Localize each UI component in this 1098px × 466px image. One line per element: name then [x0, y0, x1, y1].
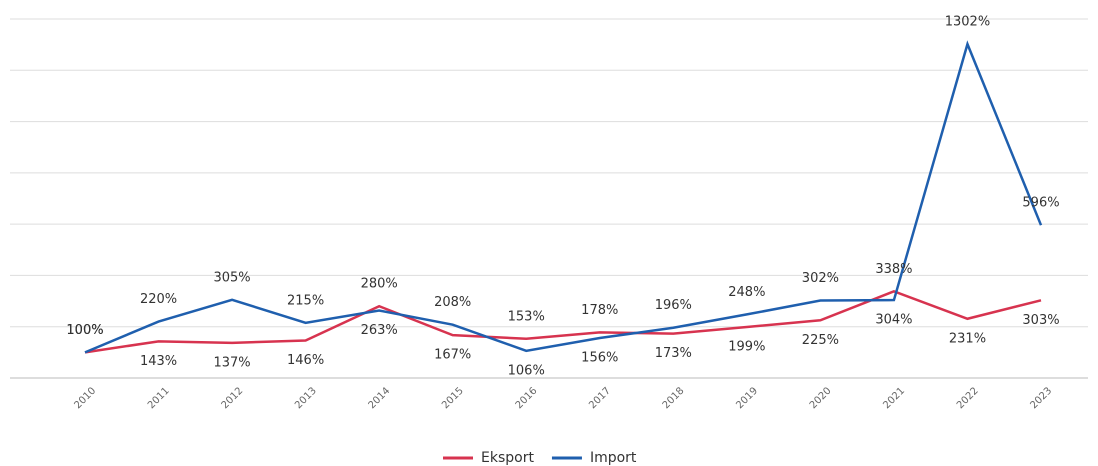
x-tick-label: 2016	[514, 385, 540, 411]
data-label: 199%	[728, 339, 765, 354]
x-tick-label: 2015	[440, 385, 466, 411]
x-tick-label: 2012	[220, 385, 246, 411]
data-label: 1302%	[945, 15, 990, 30]
data-label: 225%	[802, 333, 839, 348]
data-label: 338%	[875, 262, 912, 277]
data-label: 153%	[508, 309, 545, 324]
data-label: 167%	[434, 348, 471, 363]
line	[84, 289, 1042, 354]
x-tick-label: 2014	[367, 385, 393, 411]
data-label: 263%	[361, 323, 398, 338]
data-label: 596%	[1022, 196, 1059, 211]
x-tick-label: 2018	[661, 385, 687, 411]
data-label: 208%	[434, 295, 471, 310]
data-label: 178%	[581, 303, 618, 318]
x-tick-label: 2011	[146, 385, 172, 411]
line	[84, 40, 1043, 354]
x-tick-label: 2019	[734, 385, 760, 411]
data-label: 305%	[213, 270, 250, 285]
x-tick-label: 2013	[293, 385, 319, 411]
data-label: 215%	[287, 293, 324, 308]
legend-label: Import	[590, 450, 637, 466]
data-label: 231%	[949, 331, 986, 346]
data-label: 248%	[728, 285, 765, 300]
x-tick-label: 2020	[808, 385, 834, 411]
x-tick-label: 2017	[587, 385, 613, 411]
data-label: 173%	[655, 346, 692, 361]
data-label: 196%	[655, 298, 692, 313]
data-label: 106%	[508, 363, 545, 378]
x-tick-label: 2010	[72, 385, 98, 411]
x-tick-label: 2022	[955, 385, 981, 411]
x-tick-label: 2023	[1028, 385, 1054, 411]
data-label: 137%	[213, 355, 250, 370]
legend-label: Eksport	[481, 450, 534, 466]
data-label: 303%	[1022, 313, 1059, 328]
data-label: 280%	[361, 277, 398, 292]
data-label: 304%	[875, 313, 912, 328]
data-label: 146%	[287, 353, 324, 368]
data-label: 156%	[581, 350, 618, 365]
data-label: 302%	[802, 271, 839, 286]
data-label: 220%	[140, 292, 177, 307]
data-label: 143%	[140, 354, 177, 369]
x-tick-label: 2021	[881, 385, 907, 411]
data-label: 100%	[66, 323, 103, 338]
data-label: 100%	[66, 323, 103, 338]
